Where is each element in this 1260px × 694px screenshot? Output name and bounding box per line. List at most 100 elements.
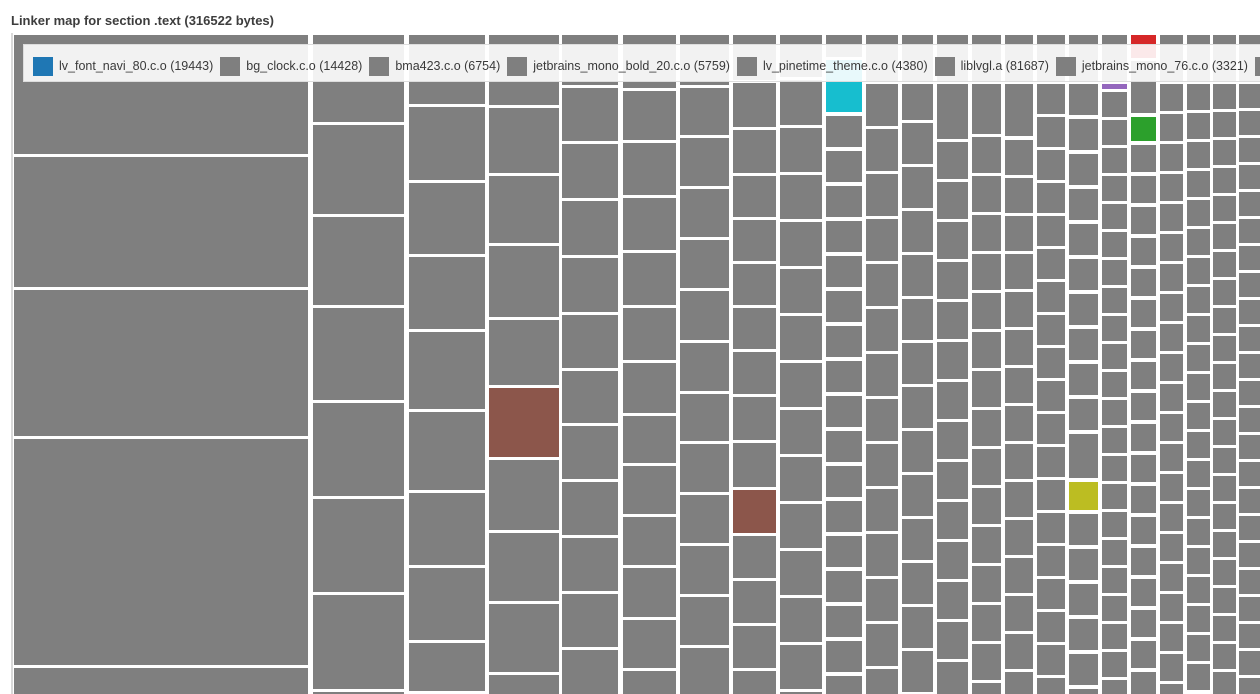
treemap-block[interactable] — [409, 493, 485, 565]
treemap-block[interactable] — [1239, 624, 1260, 648]
treemap-block[interactable] — [1102, 484, 1127, 509]
treemap-block[interactable] — [623, 308, 676, 360]
treemap-block[interactable] — [1239, 543, 1260, 567]
treemap-block[interactable] — [937, 582, 968, 619]
treemap-block[interactable] — [680, 189, 729, 237]
treemap-block[interactable] — [680, 546, 729, 594]
treemap-block[interactable] — [489, 533, 559, 601]
treemap-block[interactable] — [1069, 619, 1098, 650]
treemap-block[interactable] — [1160, 654, 1183, 681]
treemap-block[interactable] — [1102, 540, 1127, 565]
treemap-block[interactable] — [1102, 260, 1127, 285]
treemap-block[interactable] — [1005, 216, 1033, 251]
treemap-block[interactable] — [313, 403, 404, 496]
treemap-block[interactable] — [780, 457, 822, 501]
treemap-block[interactable] — [1102, 288, 1127, 313]
treemap-block[interactable] — [1213, 168, 1236, 193]
treemap-block[interactable] — [409, 412, 485, 490]
treemap-block[interactable] — [1069, 154, 1098, 185]
treemap-block[interactable] — [937, 542, 968, 579]
treemap-block[interactable] — [733, 130, 776, 173]
treemap-block[interactable] — [1069, 434, 1098, 478]
treemap-block[interactable] — [1131, 486, 1156, 513]
treemap-block[interactable] — [1037, 84, 1065, 114]
treemap-block[interactable] — [1239, 84, 1260, 108]
treemap-block[interactable] — [1239, 327, 1260, 351]
treemap-block[interactable] — [780, 316, 822, 360]
treemap-block[interactable] — [1005, 482, 1033, 517]
treemap-block[interactable] — [902, 563, 933, 604]
treemap-block[interactable] — [1131, 424, 1156, 451]
treemap-block[interactable] — [902, 167, 933, 208]
treemap-block[interactable] — [1213, 196, 1236, 221]
treemap-block[interactable] — [680, 343, 729, 391]
treemap-block[interactable] — [680, 648, 729, 694]
treemap-block[interactable] — [826, 151, 862, 182]
treemap-block[interactable] — [1037, 546, 1065, 576]
treemap-block[interactable] — [937, 422, 968, 459]
treemap-block[interactable] — [489, 108, 559, 173]
treemap-block[interactable] — [1239, 165, 1260, 189]
treemap-block[interactable] — [826, 466, 862, 497]
treemap-block[interactable] — [1005, 406, 1033, 441]
treemap-block[interactable] — [780, 222, 822, 266]
treemap-block[interactable] — [1213, 140, 1236, 165]
treemap-block[interactable] — [780, 551, 822, 595]
treemap-block[interactable] — [1037, 678, 1065, 694]
treemap-block[interactable] — [409, 568, 485, 640]
treemap-block[interactable] — [1187, 403, 1210, 429]
treemap-block[interactable] — [680, 88, 729, 135]
treemap-block[interactable] — [623, 91, 676, 140]
treemap-block[interactable] — [1102, 148, 1127, 173]
treemap-block[interactable] — [866, 174, 898, 216]
treemap-block[interactable] — [409, 257, 485, 329]
treemap-block-olive[interactable] — [1069, 482, 1098, 510]
treemap-block[interactable] — [972, 410, 1001, 446]
treemap-block[interactable] — [972, 644, 1001, 680]
treemap-block[interactable] — [1187, 606, 1210, 632]
treemap-block[interactable] — [826, 536, 862, 567]
treemap-block[interactable] — [866, 84, 898, 126]
treemap-block[interactable] — [1187, 316, 1210, 342]
treemap-block-green[interactable] — [1131, 117, 1156, 141]
treemap-block[interactable] — [972, 371, 1001, 407]
treemap-block[interactable] — [1239, 219, 1260, 243]
treemap-block[interactable] — [937, 502, 968, 539]
treemap-block[interactable] — [623, 517, 676, 565]
treemap-block[interactable] — [902, 299, 933, 340]
treemap-block[interactable] — [866, 219, 898, 261]
treemap-block[interactable] — [313, 308, 404, 400]
treemap-block[interactable] — [902, 343, 933, 384]
treemap-block[interactable] — [866, 669, 898, 694]
treemap-block[interactable] — [1069, 294, 1098, 325]
treemap-block[interactable] — [489, 460, 559, 530]
treemap-block[interactable] — [1213, 560, 1236, 585]
treemap-block[interactable] — [826, 501, 862, 532]
treemap-block[interactable] — [1037, 216, 1065, 246]
treemap-block[interactable] — [1239, 138, 1260, 162]
treemap-block[interactable] — [972, 488, 1001, 524]
treemap-block[interactable] — [1239, 354, 1260, 378]
treemap-block[interactable] — [1213, 672, 1236, 694]
treemap-block[interactable] — [1102, 596, 1127, 621]
treemap-block[interactable] — [1160, 264, 1183, 291]
treemap-block[interactable] — [313, 595, 404, 689]
treemap-block[interactable] — [1069, 689, 1098, 694]
treemap-block[interactable] — [972, 683, 1001, 694]
treemap-block[interactable] — [1187, 635, 1210, 661]
treemap-block[interactable] — [972, 449, 1001, 485]
treemap-block[interactable] — [1037, 183, 1065, 213]
treemap-block[interactable] — [972, 84, 1001, 134]
treemap-block[interactable] — [489, 176, 559, 243]
treemap-block[interactable] — [1160, 474, 1183, 501]
treemap-block[interactable] — [1239, 597, 1260, 621]
treemap-block[interactable] — [623, 143, 676, 195]
treemap-block[interactable] — [937, 462, 968, 499]
treemap-block[interactable] — [562, 258, 618, 312]
treemap-block[interactable] — [409, 183, 485, 254]
treemap-block[interactable] — [1160, 354, 1183, 381]
treemap-block[interactable] — [866, 129, 898, 171]
treemap-block[interactable] — [902, 607, 933, 648]
treemap-block[interactable] — [826, 396, 862, 427]
treemap-block[interactable] — [562, 201, 618, 255]
